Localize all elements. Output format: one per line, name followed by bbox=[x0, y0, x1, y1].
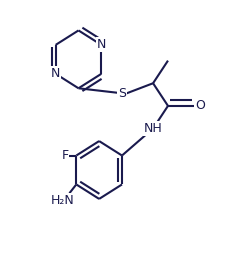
Text: NH: NH bbox=[144, 122, 162, 135]
Text: H₂N: H₂N bbox=[51, 194, 74, 207]
Text: N: N bbox=[51, 67, 60, 80]
Text: F: F bbox=[61, 149, 68, 162]
Text: O: O bbox=[195, 99, 205, 112]
Text: N: N bbox=[97, 38, 106, 51]
Text: S: S bbox=[118, 87, 126, 100]
